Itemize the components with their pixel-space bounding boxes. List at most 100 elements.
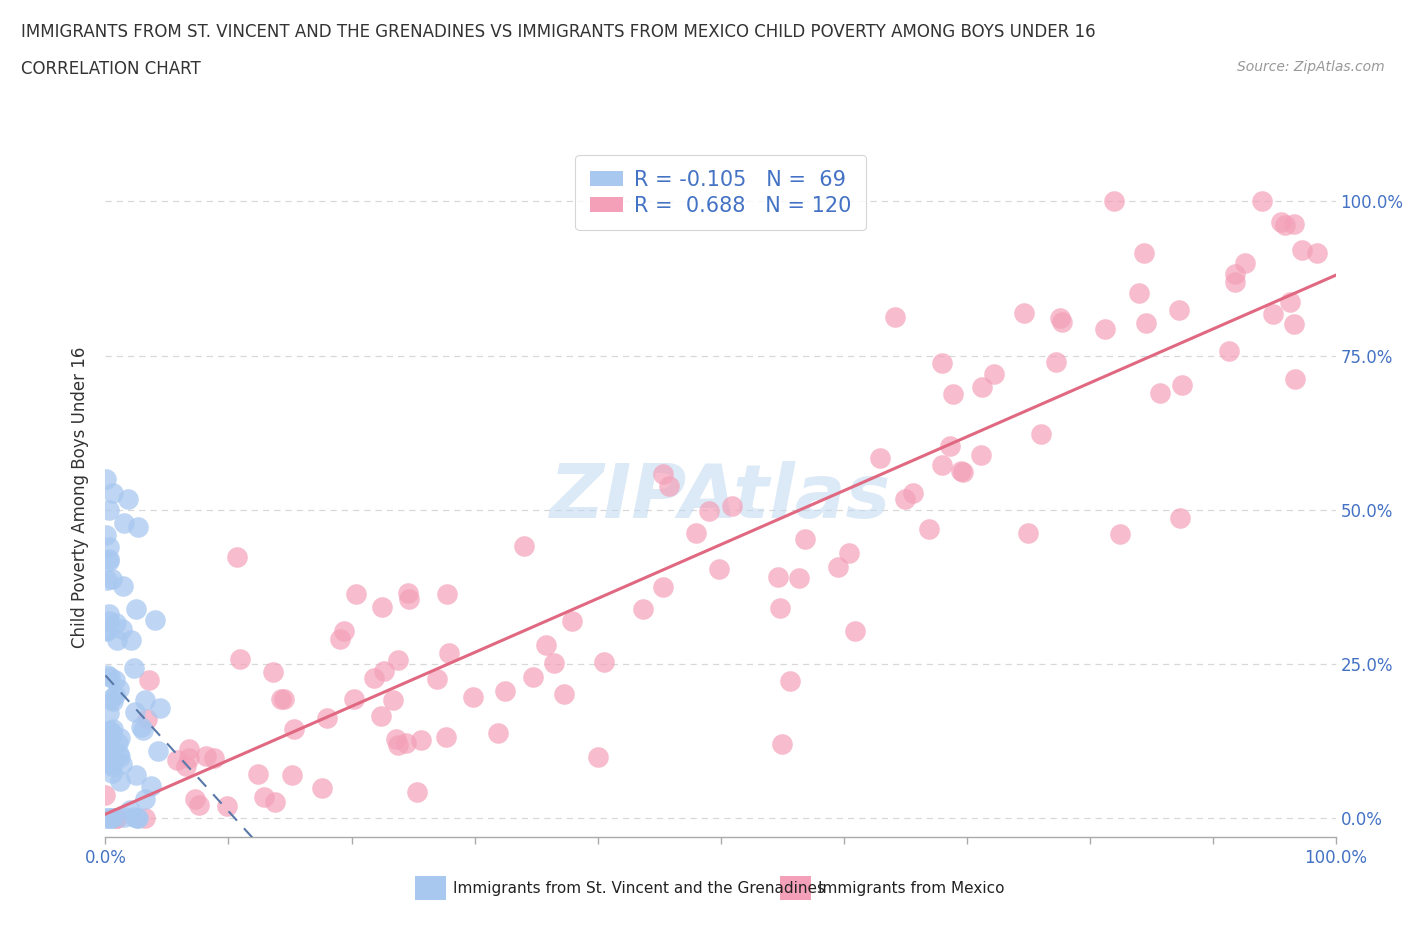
- Point: [1029, 427, 1052, 442]
- Point: [100, 811, 122, 826]
- Point: [827, 560, 849, 575]
- Point: [101, 694, 124, 709]
- Point: [96, 743, 118, 758]
- Point: [838, 545, 860, 560]
- Point: [387, 737, 409, 752]
- Point: [311, 780, 333, 795]
- Point: [97, 811, 120, 826]
- Point: [273, 692, 295, 707]
- Point: [108, 750, 131, 764]
- Point: [187, 797, 209, 812]
- Point: [97, 745, 120, 760]
- Point: [1108, 526, 1130, 541]
- Point: [117, 491, 139, 506]
- Point: [264, 794, 287, 809]
- Point: [122, 809, 145, 824]
- Point: [652, 579, 675, 594]
- Point: [770, 737, 793, 751]
- Point: [111, 622, 134, 637]
- Point: [883, 310, 905, 325]
- Legend: R = -0.105   N =  69, R =  0.688   N = 120: R = -0.105 N = 69, R = 0.688 N = 120: [575, 155, 866, 231]
- Point: [94, 623, 117, 638]
- Point: [1128, 286, 1150, 300]
- Point: [112, 810, 135, 825]
- Point: [98, 614, 121, 629]
- Point: [100, 756, 122, 771]
- Point: [127, 520, 149, 535]
- Point: [844, 624, 866, 639]
- Point: [398, 591, 420, 606]
- Point: [1133, 246, 1156, 260]
- Point: [970, 379, 993, 394]
- Point: [1225, 267, 1247, 282]
- Point: [1233, 256, 1256, 271]
- Point: [894, 492, 917, 507]
- Point: [1170, 378, 1192, 392]
- Point: [138, 673, 160, 688]
- Point: [94, 472, 117, 486]
- Point: [177, 751, 200, 765]
- Point: [434, 730, 457, 745]
- Point: [281, 768, 304, 783]
- Point: [195, 749, 218, 764]
- Point: [918, 522, 941, 537]
- Point: [111, 757, 134, 772]
- Point: [1274, 218, 1296, 232]
- Point: [1251, 193, 1274, 208]
- Point: [439, 645, 461, 660]
- Point: [225, 550, 247, 565]
- Text: Immigrants from Mexico: Immigrants from Mexico: [818, 881, 1005, 896]
- Point: [333, 623, 356, 638]
- Point: [146, 743, 169, 758]
- Point: [134, 692, 156, 707]
- Point: [100, 726, 122, 741]
- Point: [177, 741, 200, 756]
- Point: [105, 616, 128, 631]
- Point: [1218, 343, 1240, 358]
- Point: [184, 791, 207, 806]
- Point: [950, 463, 973, 478]
- Point: [769, 600, 792, 615]
- Point: [658, 478, 681, 493]
- Point: [97, 606, 120, 621]
- Text: Source: ZipAtlas.com: Source: ZipAtlas.com: [1237, 60, 1385, 74]
- Point: [385, 731, 408, 746]
- Point: [543, 656, 565, 671]
- Point: [931, 355, 953, 370]
- Point: [1170, 511, 1192, 525]
- Point: [697, 503, 720, 518]
- Point: [120, 633, 142, 648]
- Point: [316, 711, 339, 725]
- Point: [561, 614, 583, 629]
- Point: [107, 736, 129, 751]
- Point: [107, 682, 129, 697]
- Point: [709, 562, 731, 577]
- Point: [409, 733, 432, 748]
- Point: [132, 722, 155, 737]
- Point: [371, 600, 394, 615]
- Point: [247, 766, 270, 781]
- Point: [122, 661, 145, 676]
- Point: [387, 653, 409, 668]
- Point: [125, 767, 148, 782]
- Point: [586, 750, 609, 764]
- Point: [166, 752, 188, 767]
- Point: [942, 387, 965, 402]
- Point: [1306, 246, 1329, 260]
- Point: [100, 811, 122, 826]
- Point: [1149, 385, 1171, 400]
- Point: [1167, 302, 1189, 317]
- Point: [98, 706, 121, 721]
- Point: [96, 668, 118, 683]
- Text: ZIPAtlas: ZIPAtlas: [550, 461, 891, 534]
- Point: [112, 516, 135, 531]
- Point: [98, 553, 121, 568]
- Point: [108, 747, 131, 762]
- Point: [104, 672, 127, 687]
- Point: [794, 531, 817, 546]
- Point: [553, 686, 575, 701]
- Point: [97, 552, 120, 567]
- Point: [1223, 274, 1246, 289]
- Point: [1094, 321, 1116, 336]
- Point: [1045, 354, 1067, 369]
